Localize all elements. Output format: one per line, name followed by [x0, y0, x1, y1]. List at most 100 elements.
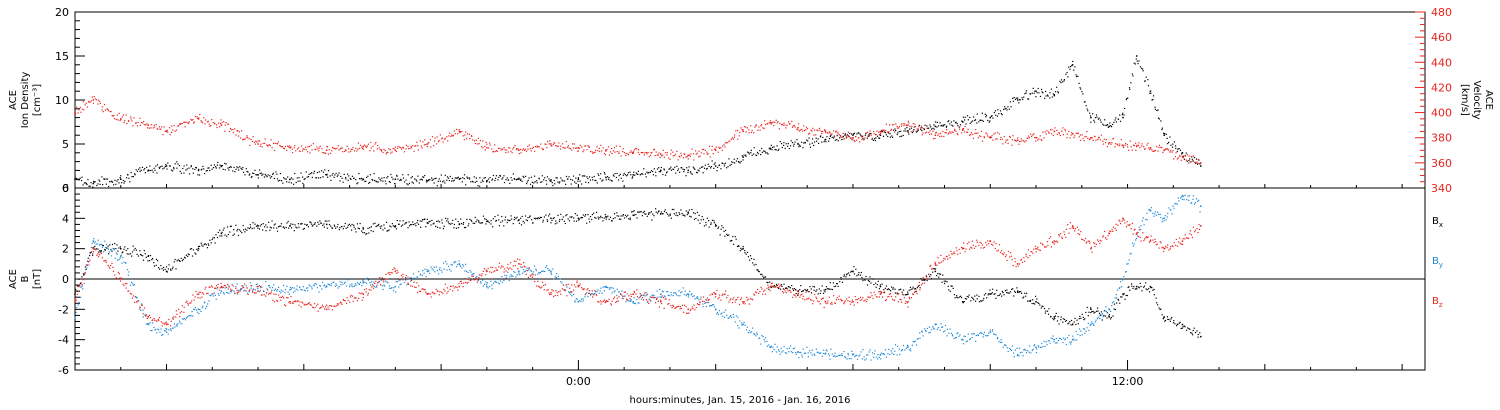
data-point	[638, 302, 640, 304]
data-point	[247, 293, 249, 296]
data-point	[188, 121, 190, 123]
data-point	[1027, 137, 1029, 140]
data-point	[989, 289, 991, 291]
data-point	[310, 304, 312, 306]
data-point	[307, 146, 309, 148]
data-point	[301, 223, 303, 225]
data-point	[528, 267, 530, 269]
axis-title-line: B	[20, 275, 31, 282]
data-point	[1166, 316, 1168, 318]
data-point	[312, 307, 314, 309]
data-point	[746, 251, 749, 253]
data-point	[1099, 119, 1101, 121]
data-point	[962, 128, 965, 130]
data-point	[386, 230, 388, 232]
data-point	[1063, 80, 1065, 82]
data-point	[149, 255, 152, 257]
data-point	[688, 209, 691, 211]
data-point	[156, 260, 159, 262]
data-point	[1048, 308, 1050, 310]
data-point	[473, 222, 476, 224]
data-point	[258, 284, 261, 287]
data-point	[1131, 149, 1133, 151]
data-point	[1100, 311, 1103, 313]
data-point	[997, 109, 999, 111]
data-point	[856, 139, 858, 141]
data-point	[119, 277, 121, 279]
data-point	[824, 288, 827, 291]
data-point	[440, 269, 442, 271]
data-point	[166, 129, 168, 132]
data-point	[748, 152, 750, 154]
data-point	[935, 323, 937, 325]
data-point	[553, 179, 555, 182]
data-point	[806, 346, 808, 348]
data-point	[1122, 112, 1124, 114]
data-point	[965, 341, 967, 343]
data-point	[767, 282, 769, 284]
data-point	[1011, 345, 1013, 347]
data-point	[697, 297, 699, 299]
data-point	[745, 329, 748, 331]
data-point	[849, 132, 851, 135]
data-point	[1012, 288, 1014, 290]
data-point	[996, 115, 999, 117]
data-point	[282, 290, 284, 292]
data-point	[1083, 140, 1085, 142]
data-point	[319, 285, 321, 287]
data-point	[1161, 314, 1163, 316]
data-point	[1007, 106, 1009, 108]
data-point	[259, 289, 261, 292]
data-point	[760, 273, 762, 276]
data-point	[200, 242, 202, 244]
data-point	[311, 286, 313, 288]
data-point	[989, 136, 991, 138]
data-point	[635, 213, 637, 216]
data-point	[414, 145, 416, 147]
data-point	[186, 316, 188, 318]
data-point	[75, 288, 77, 291]
data-point	[104, 248, 106, 251]
data-point	[273, 289, 276, 291]
data-point	[949, 328, 951, 330]
data-point	[1170, 318, 1172, 320]
data-point	[1073, 69, 1075, 71]
data-point	[497, 147, 499, 149]
data-point	[268, 285, 270, 287]
data-point	[969, 116, 971, 119]
data-point	[128, 271, 130, 273]
data-point	[336, 284, 338, 286]
data-point	[125, 287, 127, 289]
data-point	[685, 210, 687, 212]
data-point	[1055, 342, 1057, 344]
data-point	[198, 174, 201, 176]
data-point	[77, 290, 79, 293]
data-point	[346, 226, 349, 228]
data-point	[405, 222, 407, 224]
data-point	[112, 184, 115, 186]
data-point	[184, 257, 186, 259]
legend-Bx: Bx	[1432, 216, 1443, 229]
data-point	[1089, 138, 1091, 140]
data-point	[637, 151, 639, 153]
data-point	[1145, 76, 1147, 78]
data-point	[846, 136, 848, 138]
data-point	[113, 249, 115, 251]
data-point	[588, 146, 590, 148]
data-point	[648, 298, 650, 300]
data-point	[693, 295, 695, 297]
data-point	[770, 144, 772, 146]
data-point	[993, 133, 995, 135]
data-point	[139, 306, 141, 309]
data-point	[89, 185, 91, 187]
data-point	[951, 285, 953, 287]
data-point	[76, 293, 78, 296]
data-point	[85, 102, 87, 104]
data-point	[749, 332, 752, 334]
data-point	[229, 290, 232, 292]
data-point	[809, 132, 811, 135]
data-point	[755, 154, 758, 157]
data-point	[142, 316, 144, 318]
data-point	[686, 167, 688, 169]
data-point	[727, 317, 729, 319]
